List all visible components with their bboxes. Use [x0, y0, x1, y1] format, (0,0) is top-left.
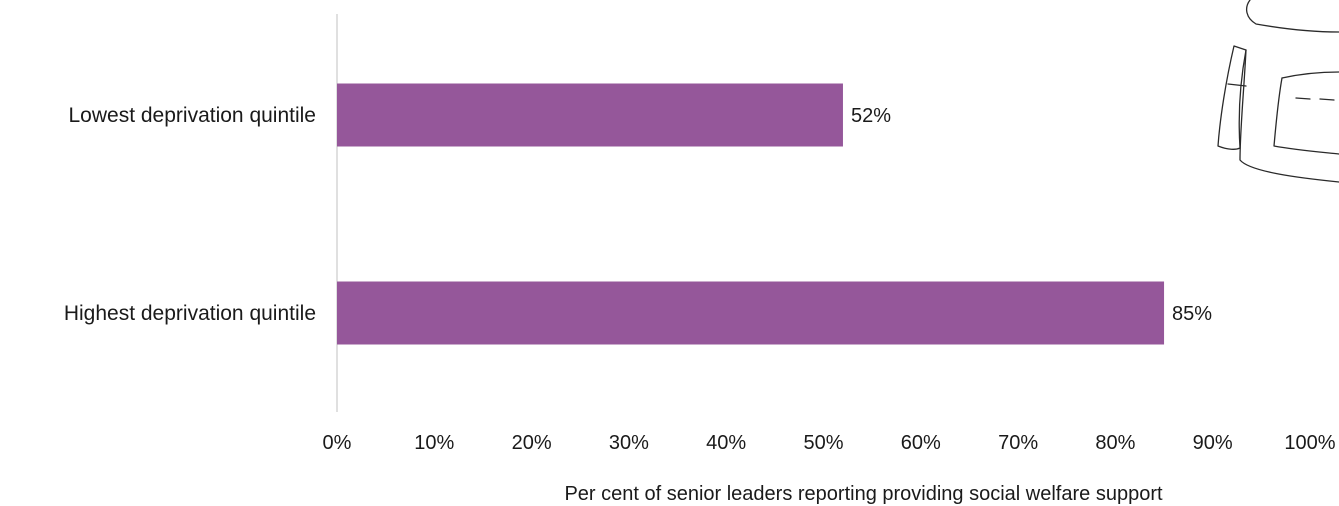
category-label-1: Lowest deprivation quintile: [69, 104, 317, 127]
x-tick-label: 90%: [1193, 432, 1233, 454]
x-tick-label: 10%: [414, 432, 454, 454]
bag-doodle-icon: [1217, 0, 1339, 183]
data-label-2: 85%: [1172, 303, 1212, 325]
x-tick-label: 50%: [803, 432, 843, 454]
category-label-2: Highest deprivation quintile: [64, 302, 316, 325]
x-tick-label: 80%: [1095, 432, 1135, 454]
x-tick-label: 0%: [323, 432, 352, 454]
x-tick-label: 30%: [609, 432, 649, 454]
data-label-1: 52%: [851, 105, 891, 127]
x-axis-tick-labels: 0% 10% 20% 30% 40% 50% 60% 70% 80% 90% 100%: [323, 432, 1336, 454]
data-labels: 52% 85%: [851, 105, 1212, 325]
x-tick-label: 100%: [1284, 432, 1335, 454]
bars-group: [337, 83, 1165, 345]
x-tick-label: 60%: [901, 432, 941, 454]
x-axis-title: Per cent of senior leaders reporting pro…: [564, 483, 1163, 505]
category-labels: Lowest deprivation quintile Highest depri…: [64, 104, 316, 325]
x-tick-label: 40%: [706, 432, 746, 454]
bar-2: [337, 281, 1165, 345]
bar-1: [337, 83, 843, 147]
x-tick-label: 20%: [512, 432, 552, 454]
x-tick-label: 70%: [998, 432, 1038, 454]
